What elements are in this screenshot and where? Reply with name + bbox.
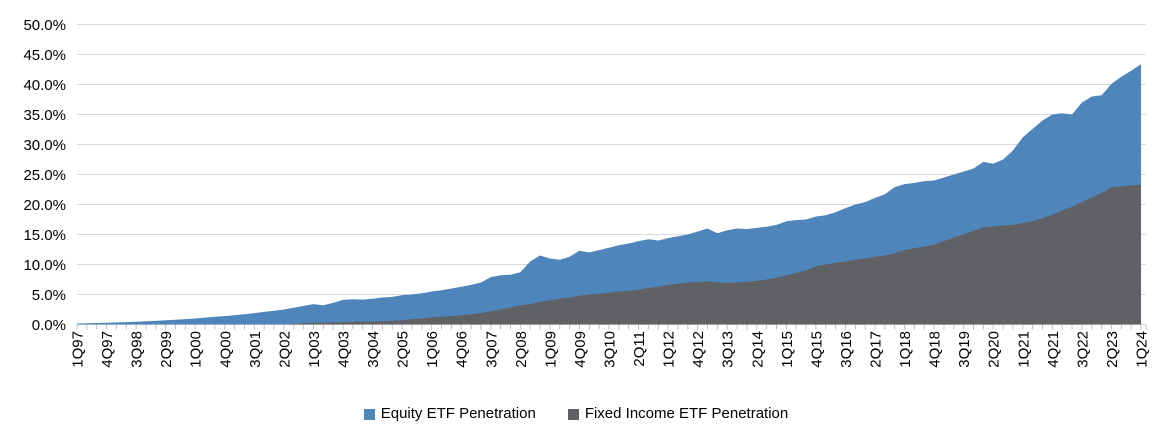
area-series [77, 64, 1141, 325]
y-tick-label: 5.0% [32, 287, 66, 304]
x-tick-label: 3Q22 [1074, 331, 1091, 368]
x-tick-label: 2Q20 [986, 331, 1003, 368]
x-tick-label: 1Q03 [306, 331, 323, 368]
x-tick-label: 2Q11 [631, 331, 648, 367]
x-tick-label: 4Q12 [690, 331, 707, 368]
y-tick-label: 0.0% [32, 317, 66, 334]
y-tick-label: 45.0% [23, 47, 66, 64]
x-tick-label: 3Q98 [129, 331, 146, 368]
x-tick-label: 3Q01 [247, 331, 264, 368]
legend-swatch-equity [363, 408, 375, 420]
x-tick-label: 1Q06 [424, 331, 441, 368]
x-tick-label: 1Q09 [542, 331, 559, 368]
x-tick-label: 1Q24 [1134, 331, 1151, 368]
y-tick-label: 40.0% [23, 77, 66, 94]
y-tick-label: 15.0% [23, 227, 66, 244]
fixed-income-area [77, 184, 1141, 325]
x-tick-label: 4Q97 [99, 331, 116, 368]
x-tick-label: 4Q15 [808, 331, 825, 368]
x-tick-label: 1Q12 [661, 331, 678, 368]
x-tick-label: 2Q08 [513, 331, 530, 368]
x-tick-label: 4Q00 [217, 331, 234, 368]
x-tick-label: 1Q15 [779, 331, 796, 368]
chart-plot-area: 0.0% 5.0% 10.0% 15.0% 20.0% 25.0% 30.0% 35.0% 40… [23, 17, 1151, 368]
x-tick-label: 4Q06 [454, 331, 471, 368]
x-tick-label: 1Q97 [70, 331, 87, 368]
y-tick-label: 25.0% [23, 167, 66, 184]
x-tick-label: 3Q07 [483, 331, 500, 368]
x-tick-label: 3Q04 [365, 331, 382, 368]
x-tick-label: 4Q18 [927, 331, 944, 368]
x-tick-label: 3Q19 [956, 331, 973, 368]
x-tick-label: 3Q13 [720, 331, 737, 368]
legend-item-fixed-income: Fixed Income ETF Penetration [567, 403, 789, 425]
y-tick-label: 30.0% [23, 137, 66, 154]
x-tick-label: 2Q99 [158, 331, 175, 368]
x-tick-label: 2Q14 [749, 331, 766, 368]
y-tick-label: 35.0% [23, 107, 66, 124]
legend-item-equity: Equity ETF Penetration [363, 403, 536, 425]
x-tick-label: 2Q05 [395, 331, 412, 368]
legend-label-fixed-income: Fixed Income ETF Penetration [584, 405, 789, 422]
legend-swatch-fixed-income [567, 408, 579, 420]
legend-label-equity: Equity ETF Penetration [380, 405, 536, 422]
x-tick-label: 1Q00 [188, 331, 205, 368]
x-axis-ticks [76, 324, 1147, 330]
y-tick-label: 10.0% [23, 257, 66, 274]
x-tick-label: 3Q10 [602, 331, 619, 368]
x-tick-label: 2Q02 [276, 331, 293, 368]
x-tick-label: 4Q03 [336, 331, 353, 368]
x-tick-label: 4Q09 [572, 331, 589, 368]
y-tick-label: 50.0% [23, 17, 66, 34]
y-tick-label: 20.0% [23, 197, 66, 214]
x-tick-label: 3Q16 [838, 331, 855, 368]
x-axis-labels: 1Q97 4Q97 3Q98 2Q99 1Q00 4Q00 3Q01 2Q02 1Q03 4Q03… [70, 331, 1151, 368]
x-tick-label: 2Q17 [868, 331, 885, 368]
y-axis-labels: 0.0% 5.0% 10.0% 15.0% 20.0% 25.0% 30.0% 35.0% 40… [23, 17, 66, 334]
x-tick-label: 4Q21 [1045, 331, 1062, 368]
x-tick-label: 1Q18 [897, 331, 914, 368]
chart-legend: Equity ETF Penetration Fixed Income ETF … [0, 403, 1152, 425]
x-tick-label: 1Q21 [1015, 331, 1032, 368]
y-gridlines [77, 24, 1146, 325]
x-tick-label: 2Q23 [1104, 331, 1121, 368]
